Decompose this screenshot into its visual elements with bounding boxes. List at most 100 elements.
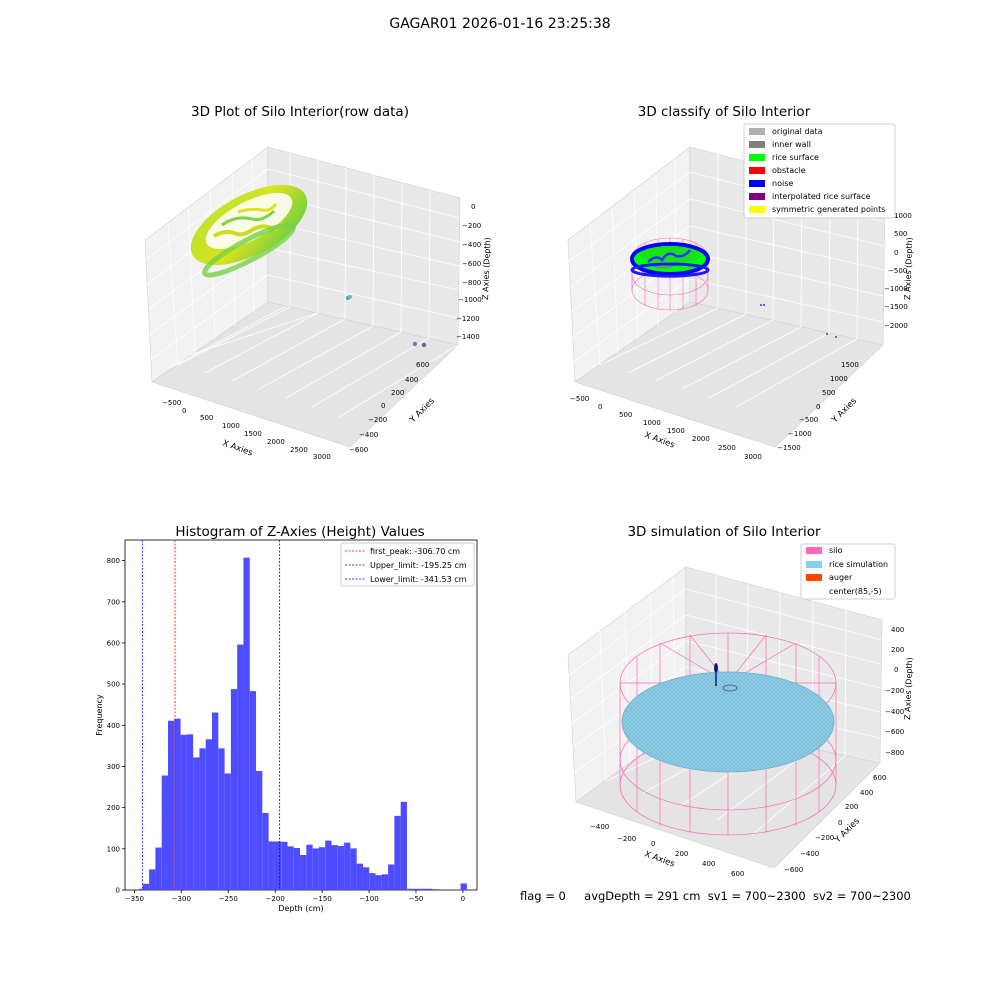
- plot1-xtick: 2000: [267, 438, 285, 446]
- hist-bar: [274, 841, 282, 890]
- plot2-xtick: −500: [570, 395, 589, 403]
- plot1-ztick: −200: [462, 222, 481, 230]
- hist-ytick-label: 400: [107, 722, 120, 730]
- hist-bar: [243, 557, 250, 890]
- hist-bar: [300, 855, 307, 890]
- plot2-ytick: −1500: [777, 444, 801, 452]
- hist-bar: [186, 734, 194, 890]
- plot1-xlabel: X Axies: [221, 438, 254, 458]
- hist-bar: [419, 888, 426, 890]
- plot1-ztick: −1400: [456, 333, 480, 341]
- hist-bar: [256, 771, 263, 890]
- plot4-ytick: −200: [815, 834, 834, 842]
- plot2-ytick: 1000: [830, 375, 848, 383]
- hist-bar: [306, 844, 313, 890]
- plot4-ztick: 200: [891, 646, 904, 654]
- hist-bar: [432, 889, 439, 890]
- plot4-xlabel: X Axies: [643, 849, 676, 869]
- hist-bar: [375, 875, 382, 890]
- flag-text: flag = 0: [520, 889, 566, 903]
- plot2-ztick: −1000: [884, 285, 908, 293]
- hist-bar: [460, 883, 467, 890]
- plot4-zlabel: Z Axies (Depth): [903, 657, 914, 720]
- plot1-ytick: −400: [359, 431, 378, 439]
- legend-swatch: [749, 180, 765, 187]
- hist-ytick-label: 800: [107, 557, 120, 565]
- hist-xtick-label: −250: [219, 895, 238, 903]
- plot1-ztick: −600: [462, 260, 481, 268]
- hist-ytick-label: 700: [107, 598, 120, 606]
- plot1-ztick: −1200: [456, 315, 480, 323]
- hist-bar: [161, 775, 168, 890]
- hist-bar: [212, 712, 219, 890]
- hist-bar: [281, 841, 288, 890]
- avg-depth-text: avgDepth = 291 cm: [584, 889, 701, 903]
- plot1-ylabel: Y Axies: [407, 396, 437, 426]
- plot1-xtick: 2500: [290, 446, 308, 454]
- hist-ylabel: Frequency: [95, 694, 104, 736]
- plot4-xtick: −400: [590, 823, 609, 831]
- plot2-ytick: −1000: [788, 430, 812, 438]
- plot4-yticks: 600 400 200 0 −200 −400 −600: [784, 774, 886, 874]
- plot1-ytick: −200: [368, 416, 387, 424]
- plot4-rice-surface: [621, 671, 835, 773]
- legend-label: center(85,-5): [829, 587, 882, 596]
- plot3-histogram: −350 −300 −250 −200 −150 −100 −50 0 0 100 200 300 4…: [95, 539, 478, 913]
- hist-ytick-label: 100: [107, 845, 120, 853]
- plot1-outlier-points: [345, 295, 427, 348]
- plot4-3d-axes: −400 −200 0 200 400 600 X Axies 600 400 …: [567, 543, 914, 878]
- plot1-zticks: 0 −200 −400 −600 −800 −1000 −1200 −1400: [456, 203, 482, 341]
- plot4-ytick: −400: [800, 850, 819, 858]
- legend-label: symmetric generated points: [772, 205, 885, 214]
- plot1-scatter-ring: [190, 184, 308, 278]
- hist-bar: [362, 867, 370, 890]
- hist-bar: [139, 888, 146, 890]
- plot2-xticks: −500 0 500 1000 1500 2000 2500 3000: [570, 395, 762, 461]
- hist-legend: first_peak: -306.70 cm Upper_limit: -195…: [340, 542, 475, 587]
- legend-label: Lower_limit: -341.53 cm: [370, 575, 467, 584]
- legend-swatch: [806, 587, 822, 594]
- legend-swatch: [749, 128, 765, 135]
- plot1-xticks: −500 0 500 1000 1500 2000 2500 3000: [162, 399, 331, 461]
- plot1-ztick: 0: [471, 203, 475, 211]
- plot1-ytick: 600: [416, 361, 429, 369]
- legend-swatch: [749, 141, 765, 148]
- hist-bar: [425, 888, 433, 890]
- hist-bar: [149, 869, 156, 890]
- hist-bar: [249, 691, 257, 890]
- hist-bar: [381, 874, 389, 890]
- plot4-xtick: 600: [731, 870, 744, 878]
- hist-xtick-label: 0: [461, 895, 465, 903]
- hist-xlabel: Depth (cm): [278, 904, 323, 913]
- legend-label: silo: [829, 546, 843, 555]
- plot4-xtick: 400: [702, 860, 715, 868]
- plot1-xtick: 0: [182, 407, 186, 415]
- legend-label: original data: [772, 127, 823, 136]
- plot2-ztick: −1500: [884, 303, 908, 311]
- hist-xticks: −350 −300 −250 −200 −150 −100 −50 0: [125, 890, 465, 903]
- plot2-ztick: −500: [888, 267, 907, 275]
- plot4-ylabel: Y Axies: [832, 816, 862, 846]
- legend-label: rice surface: [772, 153, 819, 162]
- hist-bar: [388, 864, 395, 890]
- plot3-title: Histogram of Z-Axies (Height) Values: [175, 524, 425, 540]
- plot4-ztick: −200: [885, 687, 904, 695]
- plot4-xtick: 200: [675, 850, 688, 858]
- hist-bar: [193, 757, 200, 890]
- hist-bar: [174, 718, 181, 890]
- plot4-auger: [714, 663, 738, 692]
- figure-title: GAGAR01 2026-01-16 23:25:38: [389, 16, 611, 32]
- plot4-ztick: −400: [885, 708, 904, 716]
- hist-bar: [142, 883, 150, 890]
- hist-ytick-label: 500: [107, 681, 120, 689]
- plot2-yticks: 1500 1000 500 0 −500 −1000 −1500: [777, 361, 859, 452]
- legend-label: interpolated rice surface: [772, 192, 870, 201]
- plot2-xtick: 3000: [744, 453, 762, 461]
- hist-yticks: 0 100 200 300 400 500 600 700 800: [107, 557, 125, 895]
- hist-xtick-label: −200: [266, 895, 285, 903]
- plot2-xtick: 2000: [692, 435, 710, 443]
- plot2-title: 3D classify of Silo Interior: [637, 104, 811, 120]
- plot2-xtick: 1000: [643, 419, 661, 427]
- plot4-ytick: 200: [845, 803, 858, 811]
- hist-bar: [205, 739, 213, 890]
